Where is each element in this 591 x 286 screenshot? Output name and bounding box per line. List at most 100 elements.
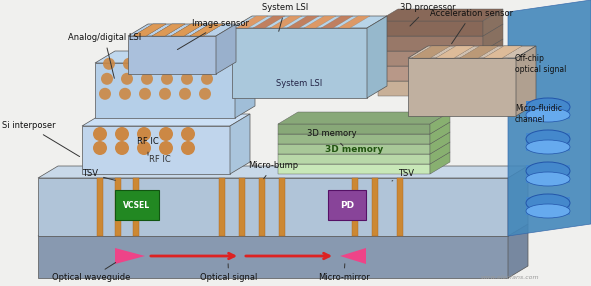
- Polygon shape: [278, 132, 450, 144]
- Polygon shape: [508, 166, 528, 236]
- Bar: [526, 133, 570, 151]
- Bar: [279, 178, 285, 236]
- Polygon shape: [408, 58, 516, 116]
- Circle shape: [181, 73, 193, 85]
- Polygon shape: [483, 9, 503, 36]
- Polygon shape: [82, 126, 230, 174]
- Polygon shape: [278, 124, 430, 134]
- Polygon shape: [133, 24, 166, 36]
- Polygon shape: [338, 16, 370, 28]
- Text: Micro-fluidic
channel: Micro-fluidic channel: [515, 104, 562, 124]
- Polygon shape: [460, 46, 498, 58]
- Text: System LSI: System LSI: [276, 79, 322, 88]
- Text: Si interposer: Si interposer: [2, 122, 80, 156]
- Polygon shape: [483, 39, 503, 66]
- Polygon shape: [378, 51, 483, 66]
- Polygon shape: [235, 51, 255, 118]
- Polygon shape: [516, 46, 536, 116]
- Polygon shape: [278, 154, 430, 164]
- Bar: [526, 197, 570, 215]
- Bar: [372, 178, 378, 236]
- Polygon shape: [430, 152, 450, 174]
- Polygon shape: [278, 112, 450, 124]
- Text: RF IC: RF IC: [149, 155, 171, 164]
- Circle shape: [159, 127, 173, 141]
- Polygon shape: [190, 24, 223, 36]
- Polygon shape: [412, 46, 450, 58]
- Polygon shape: [340, 248, 366, 264]
- Circle shape: [137, 141, 151, 155]
- Polygon shape: [304, 16, 336, 28]
- Polygon shape: [230, 114, 250, 174]
- Polygon shape: [508, 224, 528, 278]
- Polygon shape: [82, 114, 250, 126]
- Circle shape: [181, 141, 195, 155]
- Circle shape: [159, 141, 173, 155]
- Text: Acceleration sensor: Acceleration sensor: [430, 9, 513, 44]
- Polygon shape: [133, 24, 166, 36]
- Polygon shape: [430, 112, 450, 134]
- Polygon shape: [436, 46, 474, 58]
- Ellipse shape: [526, 162, 570, 180]
- Circle shape: [93, 127, 107, 141]
- Polygon shape: [270, 16, 302, 28]
- Polygon shape: [171, 24, 204, 36]
- Polygon shape: [128, 36, 216, 74]
- Polygon shape: [278, 152, 450, 164]
- Circle shape: [99, 88, 111, 100]
- Bar: [328, 190, 366, 220]
- Polygon shape: [378, 69, 503, 81]
- Ellipse shape: [526, 204, 570, 218]
- Ellipse shape: [526, 98, 570, 116]
- Text: Micro-mirror: Micro-mirror: [318, 264, 370, 283]
- Text: 3D memory: 3D memory: [307, 130, 357, 146]
- Bar: [239, 178, 245, 236]
- Bar: [397, 178, 403, 236]
- Circle shape: [183, 58, 195, 70]
- Polygon shape: [278, 164, 430, 174]
- Polygon shape: [484, 46, 522, 58]
- Circle shape: [141, 73, 153, 85]
- Polygon shape: [378, 36, 483, 51]
- Text: PD: PD: [340, 200, 354, 210]
- Polygon shape: [38, 166, 528, 178]
- Text: Off-chip
optical signal: Off-chip optical signal: [515, 54, 566, 74]
- Polygon shape: [152, 24, 185, 36]
- Polygon shape: [430, 122, 450, 144]
- Polygon shape: [95, 51, 255, 63]
- Ellipse shape: [526, 140, 570, 154]
- Bar: [97, 178, 103, 236]
- Bar: [526, 165, 570, 183]
- Polygon shape: [115, 248, 145, 264]
- Circle shape: [163, 58, 175, 70]
- Text: 3D processor: 3D processor: [400, 3, 456, 26]
- Circle shape: [201, 73, 213, 85]
- Circle shape: [101, 73, 113, 85]
- Circle shape: [93, 141, 107, 155]
- Text: www.elecfans.com: www.elecfans.com: [480, 275, 540, 280]
- Text: TSV: TSV: [82, 170, 115, 180]
- Circle shape: [143, 58, 155, 70]
- Circle shape: [123, 58, 135, 70]
- Polygon shape: [460, 46, 498, 58]
- Polygon shape: [190, 24, 223, 36]
- Bar: [352, 178, 358, 236]
- Circle shape: [103, 58, 115, 70]
- Polygon shape: [216, 24, 236, 74]
- Polygon shape: [460, 46, 498, 58]
- Text: VCSEL: VCSEL: [124, 200, 151, 210]
- Circle shape: [119, 88, 131, 100]
- Polygon shape: [321, 16, 353, 28]
- Polygon shape: [190, 24, 223, 36]
- Polygon shape: [378, 81, 483, 96]
- Text: TSV: TSV: [392, 170, 414, 181]
- Polygon shape: [38, 236, 508, 278]
- Polygon shape: [378, 9, 503, 21]
- Polygon shape: [232, 28, 367, 98]
- Polygon shape: [412, 46, 450, 58]
- Polygon shape: [378, 66, 483, 81]
- Polygon shape: [133, 24, 166, 36]
- Text: Analog/digital LSI: Analog/digital LSI: [68, 33, 141, 78]
- Ellipse shape: [526, 194, 570, 212]
- Circle shape: [115, 141, 129, 155]
